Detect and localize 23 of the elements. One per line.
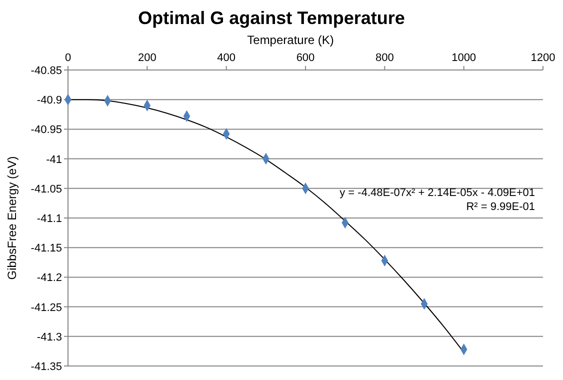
y-tick-label: -41.3 (36, 331, 62, 344)
x-axis-title: Temperature (K) (247, 33, 334, 47)
annotation: y = -4.48E-07x² + 2.14E-05x - 4.09E+01 (340, 187, 535, 199)
y-tick-label: -41.15 (30, 242, 62, 255)
y-tick-label: -41.25 (30, 302, 62, 314)
x-tick-label: 1000 (452, 52, 476, 64)
x-tick-label: 200 (138, 52, 156, 64)
x-tick-label: 600 (296, 52, 315, 64)
x-tick-label: 400 (217, 52, 236, 64)
y-tick-label: -41 (46, 154, 62, 166)
y-tick-label: -41.05 (30, 183, 62, 196)
y-tick-label: -40.95 (30, 124, 62, 136)
y-tick-label: -41.2 (36, 272, 62, 284)
chart-title: Optimal G against Temperature (138, 8, 405, 28)
x-tick-label: 1200 (530, 52, 556, 64)
y-tick-label: -41.35 (30, 361, 62, 373)
y-axis-title: GibbsFree Energy (eV) (5, 156, 19, 280)
y-tick-label: -41.1 (36, 213, 62, 225)
y-tick-label: -40.85 (30, 65, 62, 77)
annotation: R² = 9.99E-01 (466, 201, 535, 213)
y-tick-label: -40.9 (36, 94, 62, 107)
x-tick-label: 800 (375, 52, 394, 64)
x-tick-label: 0 (64, 52, 72, 64)
